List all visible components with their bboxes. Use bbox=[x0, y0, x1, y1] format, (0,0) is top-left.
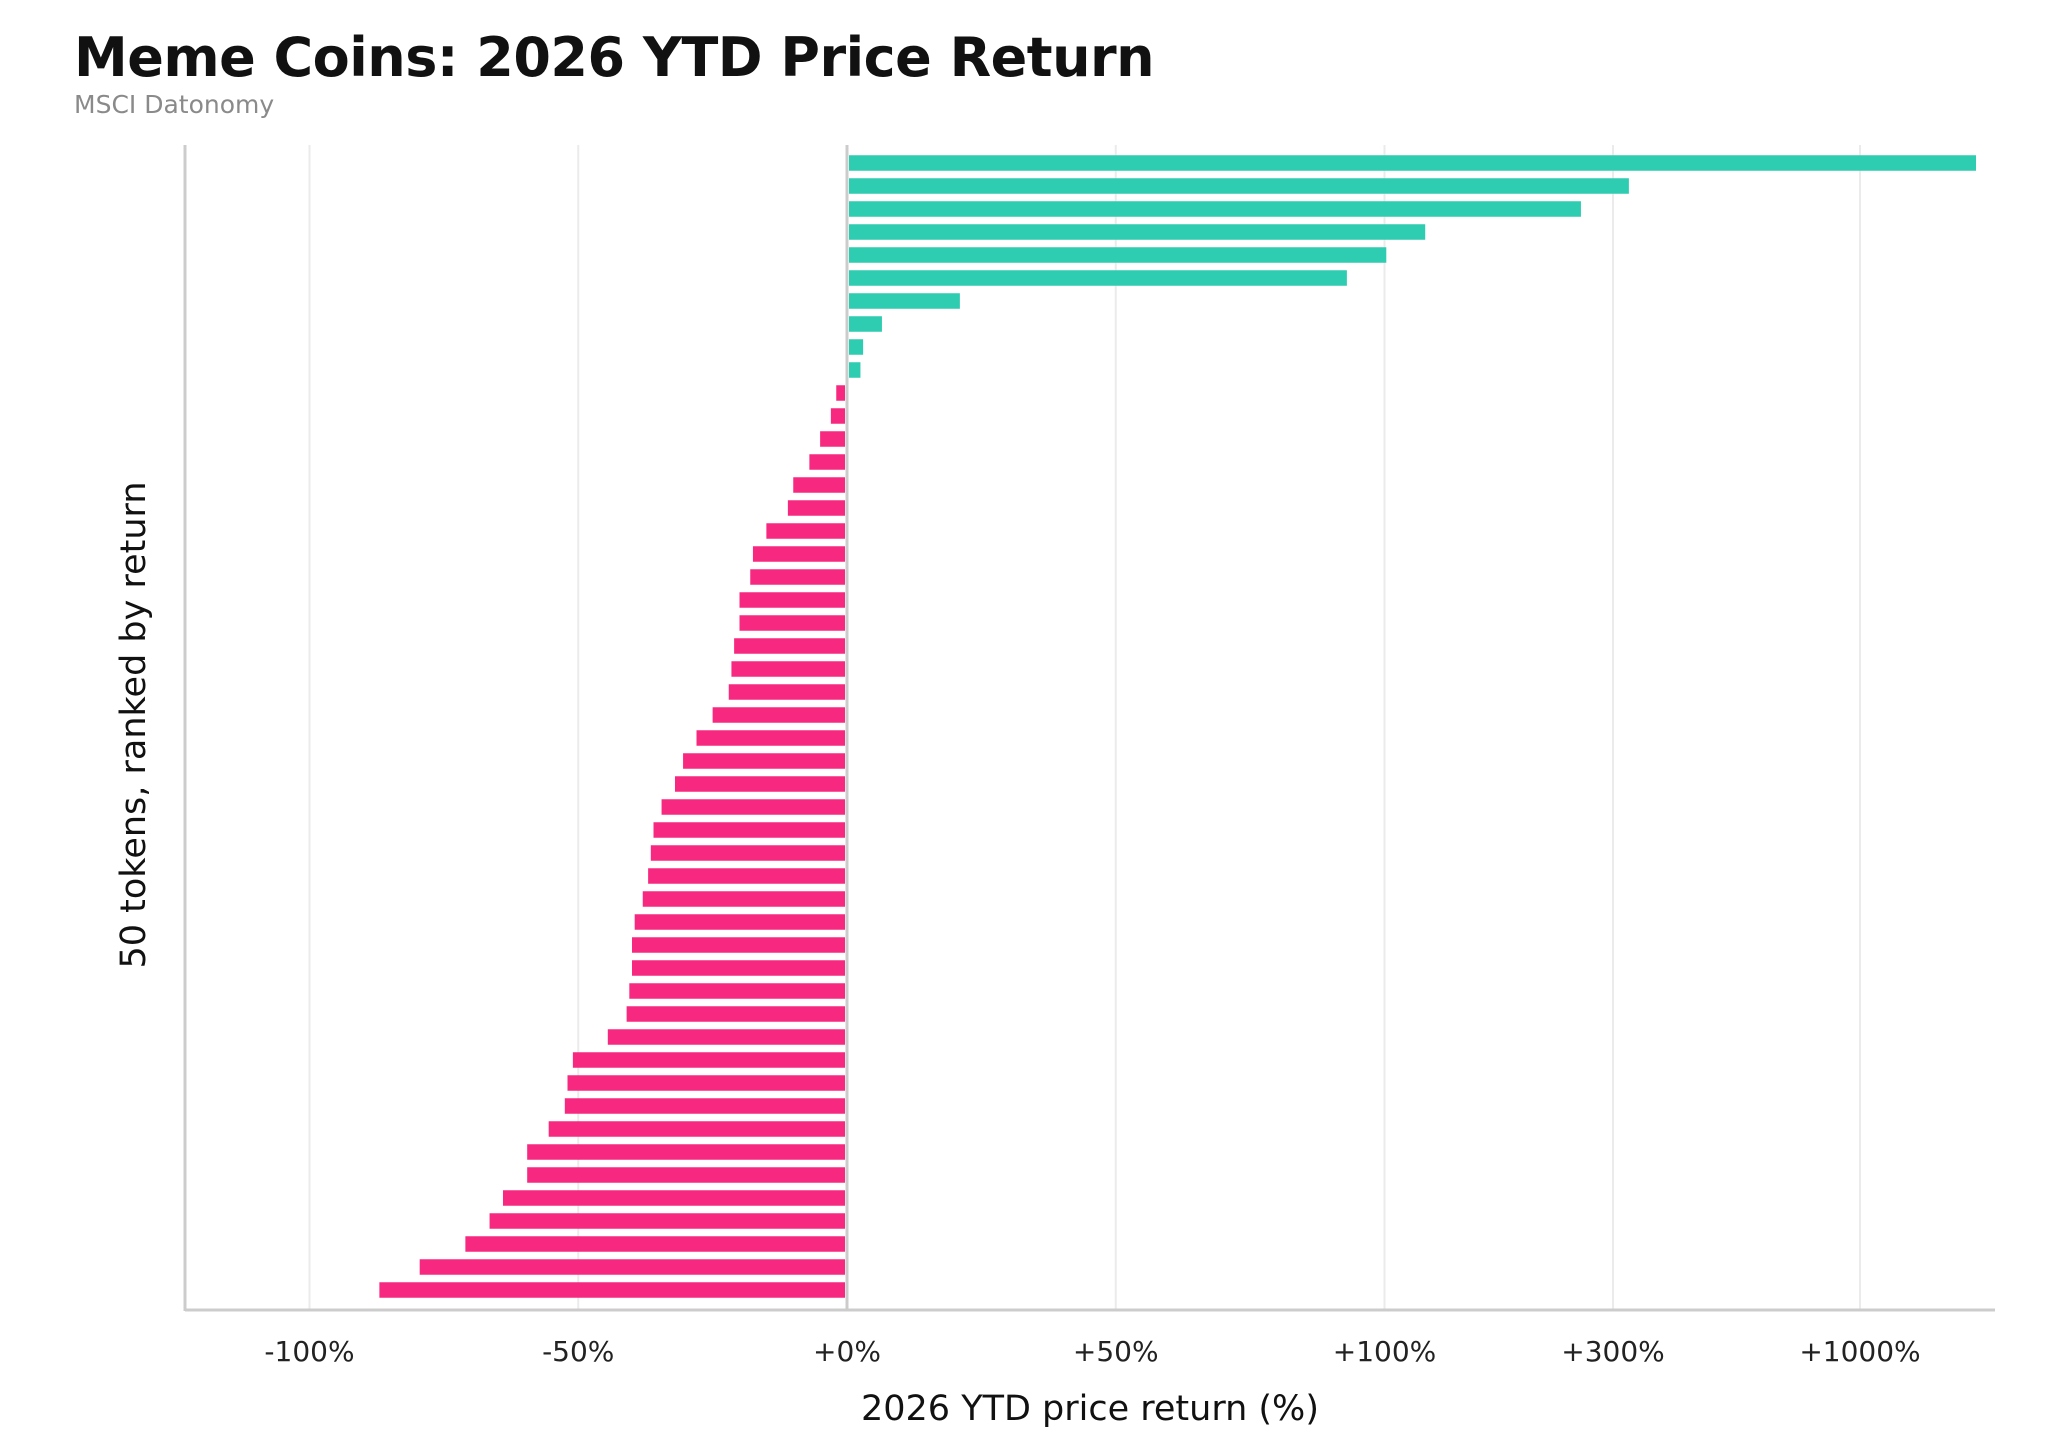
bar bbox=[849, 270, 1347, 286]
y-axis-title: 50 tokens, ranked by return bbox=[114, 481, 154, 968]
x-axis-title: 2026 YTD price return (%) bbox=[861, 1389, 1319, 1429]
x-tick-label: -100% bbox=[264, 1335, 354, 1368]
bar bbox=[548, 1121, 845, 1137]
bar bbox=[489, 1213, 845, 1229]
bar bbox=[752, 546, 845, 562]
bar bbox=[607, 1029, 845, 1045]
bar bbox=[642, 891, 845, 907]
bar bbox=[572, 1052, 845, 1068]
x-tick-label: +50% bbox=[1073, 1335, 1159, 1368]
bar bbox=[849, 339, 864, 355]
x-tick-labels: -100% -50% +0% +50% +100% +300% +1000% bbox=[264, 1335, 1920, 1368]
bar bbox=[809, 454, 845, 470]
bar bbox=[849, 293, 960, 309]
bar bbox=[739, 592, 845, 608]
bars bbox=[379, 155, 1976, 1298]
bar bbox=[766, 523, 845, 539]
bar bbox=[731, 661, 845, 677]
bar bbox=[567, 1075, 845, 1091]
chart-title: Meme Coins: 2026 YTD Price Return bbox=[74, 26, 1155, 89]
bar bbox=[650, 845, 845, 861]
x-tick-label: +300% bbox=[1561, 1335, 1665, 1368]
x-tick-label: -50% bbox=[542, 1335, 614, 1368]
bar bbox=[849, 224, 1426, 240]
bar bbox=[632, 937, 845, 953]
bar bbox=[793, 477, 845, 493]
chart-subtitle: MSCI Datonomy bbox=[74, 90, 275, 119]
bar bbox=[564, 1098, 845, 1114]
bar bbox=[648, 868, 845, 884]
bar bbox=[661, 799, 845, 815]
bar bbox=[419, 1259, 845, 1275]
bar bbox=[634, 914, 845, 930]
bar bbox=[629, 983, 845, 999]
bar bbox=[675, 776, 845, 792]
bar bbox=[712, 707, 845, 723]
bar bbox=[849, 155, 1976, 171]
bar bbox=[849, 316, 882, 332]
bar bbox=[465, 1236, 845, 1252]
bar bbox=[527, 1144, 845, 1160]
bar bbox=[739, 615, 845, 631]
x-tick-label: +100% bbox=[1333, 1335, 1437, 1368]
bar bbox=[527, 1167, 845, 1183]
bar bbox=[728, 684, 845, 700]
bar bbox=[787, 500, 845, 516]
bar bbox=[653, 822, 845, 838]
bar bbox=[820, 431, 845, 447]
bar bbox=[734, 638, 845, 654]
bar bbox=[750, 569, 845, 585]
gridlines bbox=[308, 145, 1861, 1310]
bar bbox=[849, 178, 1629, 194]
bar bbox=[379, 1282, 845, 1298]
bar bbox=[626, 1006, 845, 1022]
bar bbox=[683, 753, 845, 769]
x-tick-label: +0% bbox=[813, 1335, 881, 1368]
axes bbox=[183, 145, 1995, 1312]
bar bbox=[849, 201, 1581, 217]
bar bbox=[849, 362, 861, 378]
bar bbox=[632, 960, 845, 976]
bar bbox=[836, 385, 845, 401]
bar bbox=[849, 247, 1387, 263]
bar bbox=[830, 408, 845, 424]
bar bbox=[696, 730, 845, 746]
bar bbox=[503, 1190, 845, 1206]
x-tick-label: +1000% bbox=[1799, 1335, 1920, 1368]
